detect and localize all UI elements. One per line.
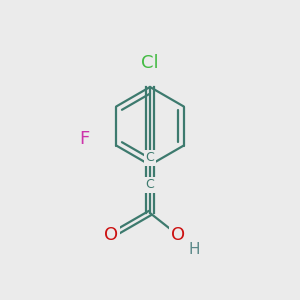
Text: C: C <box>146 178 154 191</box>
Text: O: O <box>104 226 118 244</box>
Text: Cl: Cl <box>141 54 159 72</box>
Text: H: H <box>189 242 200 257</box>
Text: C: C <box>146 151 154 164</box>
Text: F: F <box>80 130 90 148</box>
Text: O: O <box>171 226 186 244</box>
